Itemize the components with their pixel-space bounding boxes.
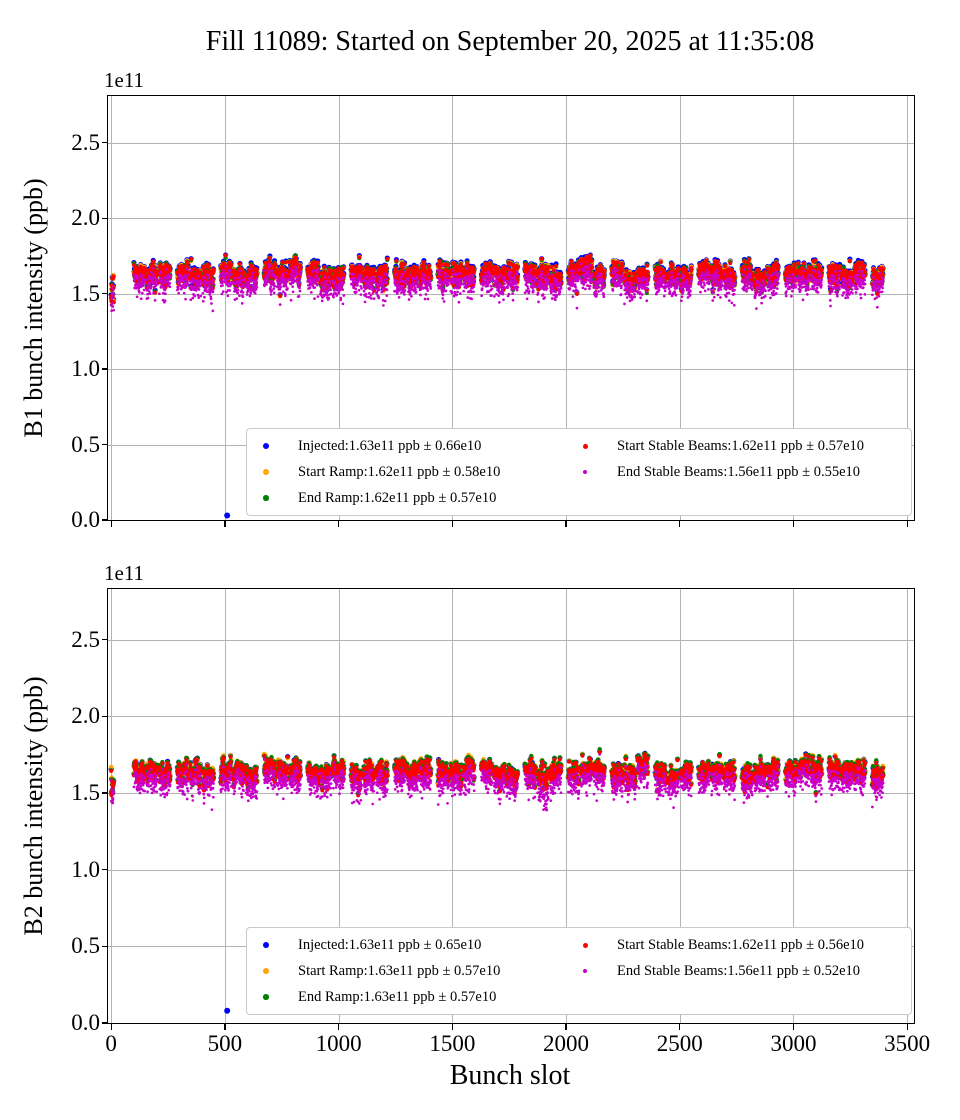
x-tick-mark — [679, 1024, 681, 1030]
x-tick-mark — [906, 521, 908, 527]
y-tick-mark — [102, 519, 108, 521]
y-tick-label: 1.5 — [71, 779, 100, 805]
x-tick-label: 2500 — [656, 1031, 703, 1056]
y-tick-label: 1.0 — [71, 856, 100, 882]
legend-item-label: Start Stable Beams:1.62e11 ppb ± 0.57e10 — [617, 438, 865, 454]
y-tick-mark — [102, 368, 108, 370]
y-tick-label: 1.5 — [71, 280, 100, 306]
legend-marker-start-ramp — [263, 968, 269, 974]
legend-item-label: End Ramp:1.63e11 ppb ± 0.57e10 — [298, 989, 497, 1005]
x-tick-mark — [679, 521, 681, 527]
legend-marker-start-ramp — [263, 469, 269, 475]
y-tick-label: 1.0 — [71, 356, 100, 382]
legend-item-label: End Ramp:1.62e11 ppb ± 0.57e10 — [298, 490, 497, 506]
legend-box: Injected:1.63e11 ppb ± 0.65e10 Start Ramp… — [246, 927, 912, 1015]
figure-title: Fill 11089: Started on September 20, 202… — [205, 26, 815, 57]
x-tick-label: 500 — [207, 1031, 243, 1056]
legend-marker-injected — [262, 442, 270, 450]
y-tick-mark — [102, 142, 108, 144]
x-tick-mark — [224, 521, 226, 527]
x-tick-mark — [565, 521, 567, 527]
legend-item-label: Start Ramp:1.62e11 ppb ± 0.58e10 — [298, 464, 501, 480]
y-tick-mark — [102, 792, 108, 794]
x-tick-label: 0 — [105, 1031, 117, 1056]
y-tick-label: 0.0 — [71, 1010, 100, 1035]
y-tick-mark — [102, 638, 108, 641]
x-tick-mark — [451, 1024, 453, 1030]
y-tick-label: 2.0 — [71, 703, 100, 729]
x-tick-label: 3500 — [884, 1031, 931, 1056]
b2-axis-offset-label: 1e11 — [104, 561, 145, 585]
legend-item-label: Injected:1.63e11 ppb ± 0.66e10 — [298, 438, 482, 454]
y-tick-mark — [102, 293, 108, 295]
y-tick-mark — [102, 945, 108, 947]
x-tick-mark — [337, 1024, 340, 1030]
x-tick-mark — [906, 1024, 908, 1030]
y-tick-label: 0.0 — [71, 507, 100, 532]
y-tick-label: 2.5 — [71, 129, 100, 155]
x-tick-mark — [451, 521, 453, 527]
x-tick-mark — [110, 1024, 112, 1030]
x-tick-mark — [110, 521, 112, 527]
legend-item-label: Start Stable Beams:1.62e11 ppb ± 0.56e10 — [617, 937, 865, 953]
legend-marker-end-ramp — [263, 495, 269, 501]
y-tick-mark — [102, 443, 108, 446]
x-tick-label: 1000 — [315, 1031, 362, 1056]
y-tick-mark — [102, 1022, 108, 1024]
y-tick-mark — [102, 715, 108, 717]
x-tick-label: 3000 — [770, 1031, 817, 1056]
legend-marker-start-stable-beams — [582, 443, 588, 449]
legend-marker-start-stable-beams — [582, 942, 588, 948]
x-tick-mark — [337, 521, 340, 527]
legend-marker-end-ramp — [263, 994, 269, 1000]
b1-axis-offset-label: 1e11 — [104, 68, 145, 92]
legend-marker-injected — [262, 941, 270, 949]
y-tick-mark — [102, 217, 108, 219]
y-tick-label: 2.5 — [71, 626, 100, 652]
x-tick-mark — [792, 521, 795, 527]
y-tick-label: 0.5 — [71, 933, 100, 959]
x-tick-mark — [792, 1024, 795, 1030]
legend-item-label: Injected:1.63e11 ppb ± 0.65e10 — [298, 937, 482, 953]
y-tick-label: 0.5 — [71, 431, 100, 457]
legend-marker-end-stable-beams — [583, 470, 587, 474]
legend-item-label: End Stable Beams:1.56e11 ppb ± 0.52e10 — [617, 963, 861, 979]
legend-box: Injected:1.63e11 ppb ± 0.66e10 Start Ramp… — [246, 428, 912, 516]
x-tick-label: 2000 — [543, 1031, 590, 1056]
legend-item-label: Start Ramp:1.63e11 ppb ± 0.57e10 — [298, 963, 501, 979]
x-tick-mark — [565, 1024, 567, 1030]
y-tick-mark — [102, 868, 108, 871]
x-tick-label: 1500 — [429, 1031, 476, 1056]
x-tick-mark — [224, 1024, 226, 1030]
x-axis-label: Bunch slot — [449, 1060, 571, 1091]
legend-marker-end-stable-beams — [583, 969, 587, 973]
y-tick-label: 2.0 — [71, 205, 100, 231]
legend-item-label: End Stable Beams:1.56e11 ppb ± 0.55e10 — [617, 464, 861, 480]
